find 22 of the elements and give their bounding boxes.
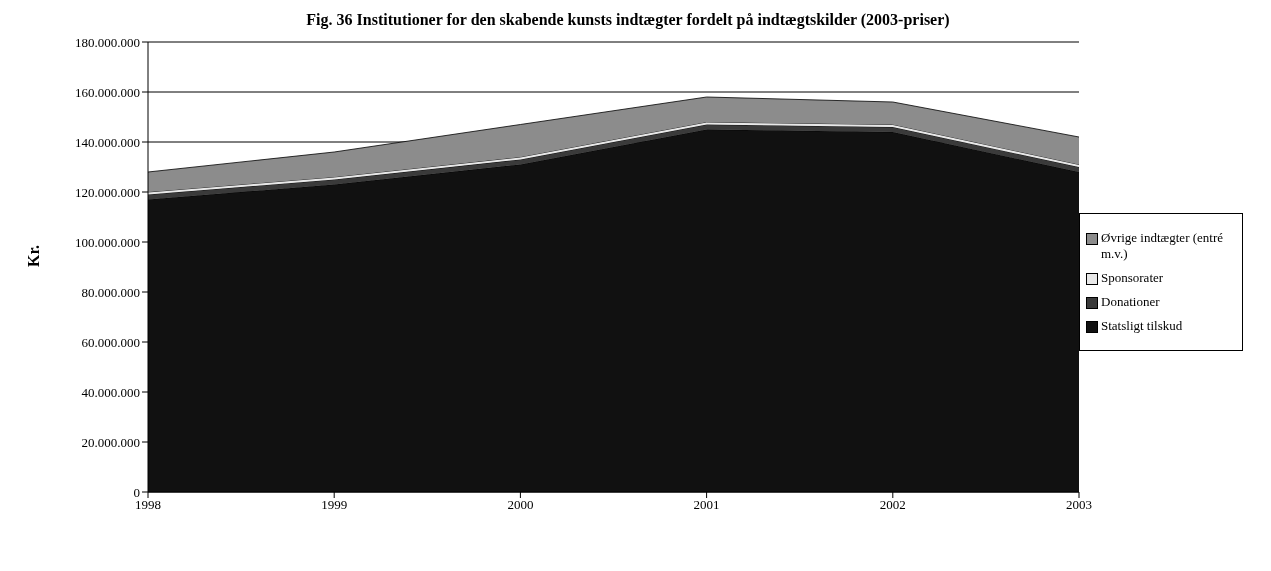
y-tick-label: 120.000.000 [75,184,140,200]
y-axis-title: Kr. [24,244,42,267]
y-tick-label: 20.000.000 [81,434,140,450]
y-tick-label: 80.000.000 [81,284,140,300]
x-tick-label: 2000 [507,497,534,513]
chart-title: Fig. 36 Institutioner for den skabende kunsts indtægter fordelt på indtægtskilder (2003-priser) [305,10,951,31]
x-tick-label: 2001 [693,497,720,513]
y-tick-label: 140.000.000 [75,134,140,150]
y-tick-label: 160.000.000 [75,84,140,100]
y-tick-label: 100.000.000 [75,234,140,250]
legend-label: Statsligt tilskud [1101,318,1183,334]
legend-label: Øvrige indtægter (entré m.v.) [1101,230,1224,262]
x-tick-label: 2003 [1066,497,1092,513]
x-tick-label: 2002 [879,497,906,513]
x-tick-label: 1998 [135,497,161,513]
y-tick-label: 180.000.000 [75,34,140,50]
legend-label: Donationer [1101,294,1160,310]
x-tick-label: 1999 [321,497,348,513]
y-tick-label: 40.000.000 [81,384,140,400]
legend-label: Sponsorater [1101,270,1164,286]
y-tick-label: 60.000.000 [81,334,140,350]
y-tick-label: 0 [133,484,140,500]
